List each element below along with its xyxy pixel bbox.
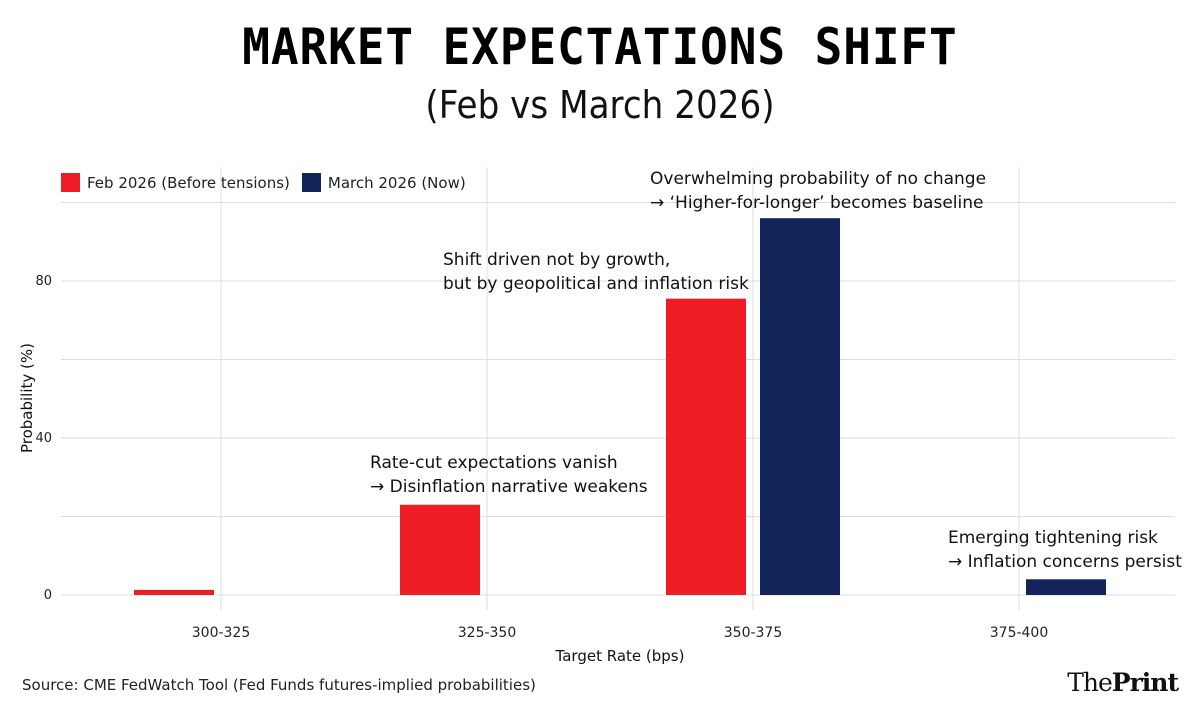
annotation-line: Rate-cut expectations vanish xyxy=(370,453,618,473)
annotation: Overwhelming probability of no change → ‘… xyxy=(650,169,986,213)
annotation-line: Emerging tightening risk xyxy=(948,528,1158,548)
annotation-line: → Disinflation narrative weakens xyxy=(370,477,648,497)
y-tick-label: 40 xyxy=(35,431,52,446)
annotation: Emerging tightening risk → Inflation conc… xyxy=(948,528,1182,572)
annotations: Rate-cut expectations vanish → Disinflati… xyxy=(370,169,1182,572)
bar-march-375-400 xyxy=(1026,579,1106,595)
x-axis-label: Target Rate (bps) xyxy=(555,647,685,665)
annotation-line: Shift driven not by growth, xyxy=(443,250,670,270)
logo-print: Print xyxy=(1111,668,1179,697)
annotation: Shift driven not by growth, but by geopol… xyxy=(443,250,749,294)
x-tick-label: 325-350 xyxy=(458,625,517,641)
source-note: Source: CME FedWatch Tool (Fed Funds fut… xyxy=(22,676,536,694)
y-tick-label: 80 xyxy=(35,274,52,289)
bar-feb-300-325 xyxy=(134,589,214,595)
y-tick-label: 0 xyxy=(44,588,52,603)
x-tick-label: 350-375 xyxy=(724,625,783,641)
annotation-line: → Inflation concerns persist xyxy=(948,552,1182,572)
annotation-line: but by geopolitical and inflation risk xyxy=(443,274,749,294)
legend-item-feb: Feb 2026 (Before tensions) xyxy=(61,173,290,192)
logo-the: The xyxy=(1067,668,1113,697)
annotation-line: → ‘Higher-for-longer’ becomes baseline xyxy=(650,193,983,213)
theprint-logo: ThePrint xyxy=(1067,668,1179,697)
legend: Feb 2026 (Before tensions) March 2026 (N… xyxy=(61,173,478,192)
annotation-line: Overwhelming probability of no change xyxy=(650,169,986,189)
y-axis-label: Probability (%) xyxy=(18,343,36,453)
bars xyxy=(134,218,1106,595)
annotation: Rate-cut expectations vanish → Disinflati… xyxy=(370,453,648,497)
legend-label-feb: Feb 2026 (Before tensions) xyxy=(87,173,290,192)
bar-feb-350-375 xyxy=(666,298,746,595)
x-tick-label: 375-400 xyxy=(990,625,1049,641)
chart-title: MARKET EXPECTATIONS SHIFT xyxy=(242,18,958,76)
x-axis-ticks: 300-325 325-350 350-375 375-400 xyxy=(192,625,1049,641)
legend-item-march: March 2026 (Now) xyxy=(301,173,466,192)
bar-march-350-375 xyxy=(760,218,840,595)
chart-subtitle: (Feb vs March 2026) xyxy=(425,83,775,127)
x-tick-label: 300-325 xyxy=(192,625,251,641)
y-axis-ticks: 0 40 80 xyxy=(35,274,52,603)
grid-lines xyxy=(61,167,1175,610)
legend-swatch-feb xyxy=(61,173,80,192)
legend-label-march: March 2026 (Now) xyxy=(327,173,466,192)
bar-feb-325-350 xyxy=(400,504,480,595)
legend-swatch-march xyxy=(301,173,321,192)
